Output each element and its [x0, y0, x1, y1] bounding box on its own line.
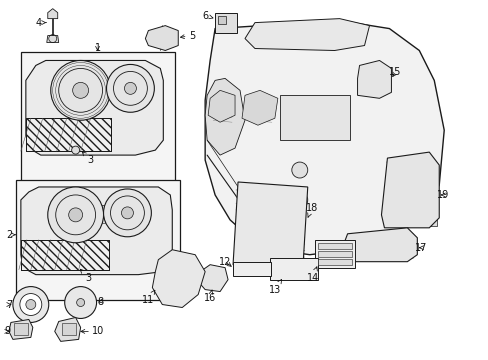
Bar: [269, 258, 317, 280]
Polygon shape: [26, 60, 163, 155]
Polygon shape: [233, 182, 307, 270]
Polygon shape: [205, 21, 443, 255]
Polygon shape: [9, 319, 33, 339]
Bar: [98, 205, 113, 215]
Circle shape: [106, 64, 154, 112]
Bar: [106, 218, 113, 223]
Bar: [279, 95, 349, 140]
Text: 7: 7: [6, 300, 12, 310]
Circle shape: [426, 221, 431, 227]
Bar: [16, 180, 180, 300]
Bar: [218, 15, 225, 24]
Circle shape: [291, 162, 307, 178]
Text: 1: 1: [94, 42, 101, 53]
Bar: [386, 218, 436, 226]
Bar: [102, 80, 120, 92]
Polygon shape: [341, 228, 416, 262]
Text: 13: 13: [268, 279, 281, 294]
Polygon shape: [244, 19, 369, 50]
Polygon shape: [47, 36, 59, 42]
Polygon shape: [381, 152, 438, 228]
Text: 16: 16: [203, 290, 216, 302]
Text: 11: 11: [142, 290, 155, 305]
Polygon shape: [198, 265, 227, 292]
Text: 17: 17: [414, 243, 427, 253]
Bar: [14, 323, 28, 336]
Bar: [98, 218, 104, 223]
Polygon shape: [205, 78, 244, 155]
Bar: [233, 262, 270, 276]
Text: 18: 18: [305, 203, 317, 217]
Bar: [317, 259, 351, 265]
Polygon shape: [48, 9, 58, 19]
Bar: [21, 240, 108, 270]
Circle shape: [77, 298, 84, 306]
Circle shape: [124, 82, 136, 94]
Polygon shape: [21, 187, 172, 275]
Circle shape: [390, 221, 397, 227]
Circle shape: [64, 287, 96, 319]
Circle shape: [261, 249, 278, 267]
Polygon shape: [55, 318, 81, 341]
Polygon shape: [145, 26, 178, 50]
Polygon shape: [152, 250, 205, 307]
Circle shape: [103, 189, 151, 237]
Circle shape: [51, 60, 110, 120]
Circle shape: [73, 82, 88, 98]
Text: 14: 14: [306, 267, 318, 283]
Text: 8: 8: [97, 297, 103, 306]
Text: 10: 10: [81, 327, 104, 336]
Circle shape: [236, 249, 253, 267]
Polygon shape: [208, 90, 235, 122]
Text: 15: 15: [388, 67, 401, 77]
Text: 12: 12: [219, 257, 231, 267]
Circle shape: [20, 293, 41, 315]
Bar: [115, 218, 122, 223]
Bar: [26, 118, 110, 151]
Text: 3: 3: [80, 269, 91, 283]
Circle shape: [285, 249, 303, 267]
Polygon shape: [242, 90, 277, 125]
Circle shape: [48, 187, 103, 243]
Bar: [317, 243, 351, 249]
Text: 19: 19: [436, 190, 448, 200]
Text: 4: 4: [36, 18, 46, 28]
Text: 2: 2: [6, 230, 15, 240]
Bar: [317, 251, 351, 257]
Circle shape: [26, 300, 36, 310]
Bar: [21, 53, 175, 192]
Bar: [215, 13, 237, 32]
Circle shape: [68, 208, 82, 222]
Text: 6: 6: [202, 11, 213, 21]
Bar: [61, 323, 76, 336]
Text: 5: 5: [180, 31, 195, 41]
Polygon shape: [357, 60, 390, 98]
Bar: [314, 240, 354, 268]
Text: 9: 9: [5, 327, 11, 336]
Circle shape: [72, 146, 80, 154]
Circle shape: [121, 207, 133, 219]
Text: 3: 3: [82, 152, 94, 165]
Circle shape: [13, 287, 49, 323]
Circle shape: [291, 192, 307, 208]
